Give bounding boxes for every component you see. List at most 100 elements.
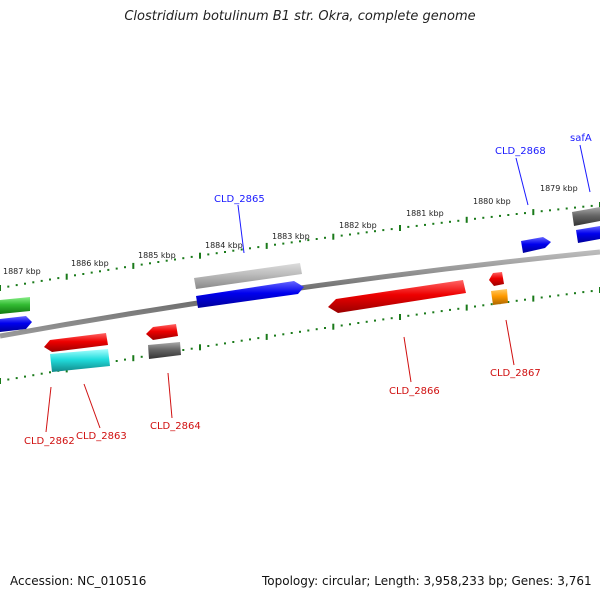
accession-text: Accession: NC_010516: [10, 574, 147, 588]
scale-tick-inner-minor: [565, 293, 568, 296]
scale-label-1886: 1886 kbp: [71, 259, 109, 268]
scale-label-1881: 1881 kbp: [406, 209, 444, 218]
scale-tick-outer-minor: [257, 246, 260, 249]
scale-tick-inner-minor: [115, 360, 118, 362]
scale-tick-inner-minor: [24, 375, 26, 378]
scale-tick-inner-minor: [457, 307, 460, 310]
scale-tick-outer-minor: [290, 241, 293, 244]
gene-feature-green-left[interactable]: [0, 297, 30, 314]
scale-tick-inner-minor: [482, 304, 485, 307]
scale-tick-outer-minor: [40, 279, 43, 282]
scale-label-1879: 1879 kbp: [540, 184, 578, 193]
scale-tick-inner-minor: [282, 333, 285, 336]
gene-label-CLD_2866[interactable]: CLD_2866: [389, 386, 440, 397]
scale-tick-inner-minor: [140, 355, 143, 358]
scale-tick-inner-major: [399, 314, 401, 320]
gene-feature-blue-left[interactable]: [0, 316, 32, 332]
scale-tick-inner-minor: [374, 319, 376, 322]
scale-tick-outer-minor: [124, 266, 126, 269]
scale-tick-outer-minor: [57, 277, 60, 280]
scale-tick-inner-minor: [40, 372, 43, 375]
scale-tick-outer-minor: [449, 220, 451, 223]
scale-tick-outer-minor: [524, 212, 526, 215]
scale-tick-inner-major: [265, 333, 268, 340]
scale-tick-outer-minor: [474, 217, 476, 220]
scale-tick-outer-minor: [407, 225, 410, 228]
scale-tick-outer-minor: [207, 253, 210, 256]
scale-label-1884: 1884 kbp: [205, 241, 243, 250]
scale-tick-inner-minor: [540, 296, 543, 299]
gene-label-CLD_2867[interactable]: CLD_2867: [490, 368, 541, 379]
gene-feature-CLD_2865[interactable]: [196, 281, 304, 308]
scale-tick-inner-minor: [582, 291, 585, 294]
scale-tick-inner-minor: [324, 327, 326, 329]
callout-line-CLD_2863: [83, 383, 101, 429]
gene-feature-gray-2864[interactable]: [148, 342, 181, 359]
scale-tick-outer-minor: [274, 243, 276, 246]
callout-line-safA: [579, 144, 591, 193]
scale-tick-outer-minor: [324, 236, 326, 239]
scale-tick-inner-minor: [415, 313, 418, 316]
scale-tick-inner-minor: [32, 374, 35, 377]
gene-label-safA[interactable]: safA: [570, 133, 592, 144]
callout-line-CLD_2862: [45, 386, 52, 433]
scale-tick-inner-minor: [574, 292, 576, 295]
scale-tick-outer-minor: [390, 228, 393, 231]
scale-tick-inner-minor: [232, 341, 235, 343]
scale-label-1880: 1880 kbp: [473, 197, 511, 206]
scale-tick-outer-minor: [140, 263, 143, 266]
scale-tick-outer-minor: [307, 239, 310, 242]
scale-tick-inner-minor: [440, 310, 443, 313]
gene-feature-CLD_2863[interactable]: [50, 349, 110, 372]
gene-feature-orange-2867[interactable]: [491, 289, 508, 305]
scale-tick-outer-minor: [499, 214, 501, 217]
scale-tick-outer-minor: [182, 257, 185, 260]
gene-feature-CLD_2867[interactable]: [489, 272, 504, 286]
scale-tick-inner-minor: [249, 338, 251, 341]
scale-tick-outer-major: [65, 273, 68, 280]
scale-tick-outer-minor: [482, 216, 485, 219]
scale-tick-outer-major: [399, 225, 401, 231]
gene-feature-CLD_2866[interactable]: [328, 280, 466, 313]
scale-tick-inner-minor: [257, 337, 260, 340]
scale-tick-inner-minor: [424, 312, 426, 315]
scale-tick-outer-major: [0, 285, 1, 291]
scale-tick-outer-minor: [7, 285, 10, 288]
scale-tick-outer-minor: [165, 259, 168, 262]
scale-tick-inner-minor: [274, 334, 276, 337]
scale-tick-outer-minor: [490, 215, 493, 218]
scale-tick-inner-major: [199, 344, 201, 351]
scale-tick-outer-minor: [574, 206, 576, 209]
scale-tick-outer-minor: [232, 249, 235, 252]
gene-feature-CLD_2868[interactable]: [521, 237, 551, 253]
scale-tick-outer-minor: [240, 248, 243, 251]
gene-feature-lightgray-2865[interactable]: [194, 263, 302, 289]
scale-tick-outer-minor: [282, 242, 285, 245]
gene-label-CLD_2864[interactable]: CLD_2864: [150, 421, 201, 432]
scale-tick-outer-minor: [99, 270, 101, 273]
gene-feature-CLD_2864[interactable]: [146, 324, 178, 340]
gene-feature-CLD_2862[interactable]: [44, 333, 108, 352]
scale-tick-inner-minor: [215, 343, 218, 346]
scale-tick-outer-minor: [190, 255, 193, 258]
scale-tick-outer-minor: [224, 251, 226, 253]
gene-label-CLD_2863[interactable]: CLD_2863: [76, 431, 127, 442]
scale-tick-inner-minor: [407, 314, 410, 317]
scale-tick-outer-minor: [15, 284, 18, 287]
scale-tick-inner-minor: [7, 378, 10, 381]
scale-tick-outer-minor: [82, 273, 85, 275]
scale-tick-outer-major: [332, 233, 335, 240]
scale-tick-outer-minor: [349, 233, 351, 236]
scale-tick-inner-minor: [557, 294, 560, 297]
gene-feature-safA[interactable]: [576, 226, 600, 243]
scale-tick-inner-minor: [474, 305, 476, 308]
scale-tick-outer-minor: [340, 234, 343, 237]
scale-tick-inner-minor: [515, 299, 518, 302]
gene-label-CLD_2862[interactable]: CLD_2862: [24, 436, 75, 447]
gene-label-CLD_2865[interactable]: CLD_2865: [214, 194, 265, 205]
scale-tick-inner-minor: [432, 311, 435, 314]
scale-tick-inner-major: [332, 323, 335, 330]
scale-tick-outer-minor: [440, 221, 443, 224]
gene-feature-gray-right[interactable]: [572, 207, 600, 226]
gene-label-CLD_2868[interactable]: CLD_2868: [495, 146, 546, 157]
